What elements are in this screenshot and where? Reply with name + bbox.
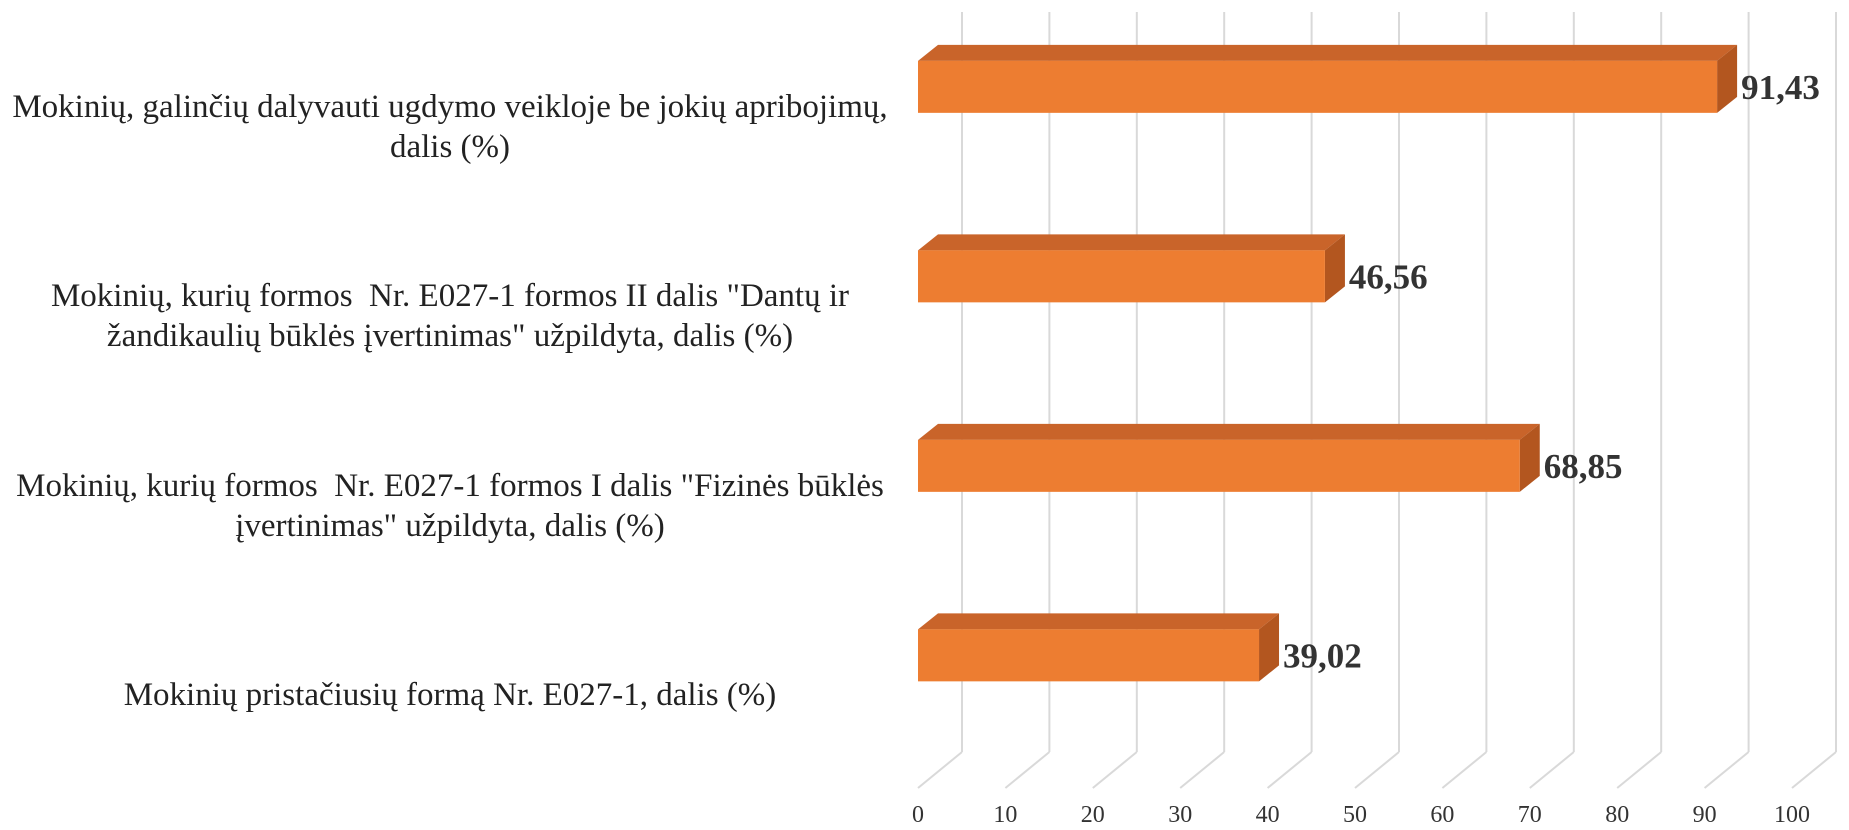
grid-line-floor (1529, 751, 1575, 789)
bar-side (1717, 44, 1738, 113)
value-label: 91,43 (1741, 68, 1820, 107)
grid-line-floor (1441, 751, 1488, 789)
value-label: 39,02 (1283, 636, 1362, 675)
x-tick-label: 90 (1693, 802, 1717, 828)
bar-side (1259, 613, 1280, 682)
x-tick-label: 40 (1256, 802, 1280, 828)
grid-line-floor (1092, 751, 1138, 789)
grid-line-floor (1616, 751, 1662, 789)
category-label: Mokinių, galinčių dalyvauti ugdymo veikl… (12, 88, 896, 165)
x-tick-label: 0 (912, 802, 924, 828)
bar (918, 60, 1718, 113)
grid-line-floor (1703, 751, 1750, 789)
value-label: 46,56 (1349, 257, 1428, 296)
x-tick-label: 60 (1430, 802, 1454, 828)
bar (918, 629, 1260, 682)
bar-top (918, 44, 1738, 61)
x-tick-label: 100 (1774, 802, 1810, 828)
bar-top (918, 613, 1280, 630)
category-label: Mokinių, kurių formos Nr. E027-1 formos … (50, 278, 858, 355)
bar-top (918, 423, 1540, 440)
x-tick-label: 20 (1081, 802, 1105, 828)
bar (918, 439, 1520, 492)
bar (918, 250, 1325, 303)
grid-line-floor (1266, 751, 1313, 789)
grid-line-floor (1354, 751, 1400, 789)
value-label: 68,85 (1544, 447, 1623, 486)
grid-line-floor (917, 751, 963, 789)
x-tick-label: 80 (1605, 802, 1629, 828)
bar-side (1519, 423, 1540, 492)
category-label: Mokinių, kurių formos Nr. E027-1 formos … (16, 467, 893, 544)
x-tick-label: 30 (1168, 802, 1192, 828)
bar-side (1324, 234, 1345, 303)
grid-line-floor (1791, 751, 1837, 789)
x-tick-label: 50 (1343, 802, 1367, 828)
bar-top (918, 234, 1345, 251)
x-tick-label: 10 (993, 802, 1017, 828)
category-label: Mokinių pristačiusių formą Nr. E027-1, d… (123, 677, 777, 714)
grid-line-floor (1179, 751, 1225, 789)
x-tick-label: 70 (1518, 802, 1542, 828)
grid-line-floor (1004, 751, 1051, 789)
